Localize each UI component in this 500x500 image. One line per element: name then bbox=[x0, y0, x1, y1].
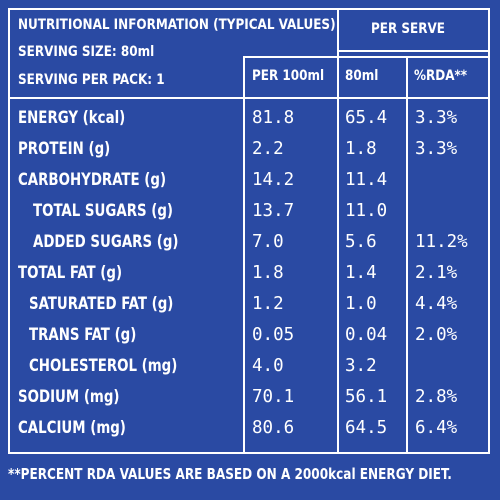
value-per-100ml: 0.05 bbox=[252, 325, 295, 345]
value-per-100ml: 1.8 bbox=[252, 263, 284, 283]
value-rda: 6.4% bbox=[415, 418, 458, 438]
column-header-80ml: 80ml bbox=[345, 68, 379, 84]
divider-col-per-serve bbox=[337, 8, 339, 454]
value-per-serve: 3.2 bbox=[345, 356, 377, 376]
value-per-100ml: 80.6 bbox=[252, 418, 295, 438]
table-title: NUTRITIONAL INFORMATION (TYPICAL VALUES) bbox=[18, 17, 336, 33]
nutrient-label: PROTEIN (g) bbox=[18, 139, 111, 158]
value-per-serve: 11.0 bbox=[345, 201, 388, 221]
value-per-100ml: 1.2 bbox=[252, 294, 284, 314]
value-rda: 2.1% bbox=[415, 263, 458, 283]
value-per-100ml: 13.7 bbox=[252, 201, 295, 221]
value-per-100ml: 7.0 bbox=[252, 232, 284, 252]
value-rda: 2.0% bbox=[415, 325, 458, 345]
column-header-per-100ml: PER 100ml bbox=[252, 68, 325, 84]
value-per-serve: 5.6 bbox=[345, 232, 377, 252]
nutrient-label: ENERGY (kcal) bbox=[18, 108, 126, 127]
nutrition-table bbox=[8, 8, 490, 454]
nutrient-label: TOTAL FAT (g) bbox=[18, 263, 123, 282]
nutrient-label: SATURATED FAT (g) bbox=[29, 294, 174, 313]
nutrient-label: CHOLESTEROL (mg) bbox=[29, 356, 178, 375]
divider-col-label bbox=[243, 56, 245, 454]
value-per-100ml: 81.8 bbox=[252, 108, 295, 128]
column-header-rda: %RDA** bbox=[414, 68, 468, 84]
rda-footnote: **PERCENT RDA VALUES ARE BASED ON A 2000… bbox=[8, 465, 452, 483]
value-per-serve: 0.04 bbox=[345, 325, 388, 345]
value-per-serve: 65.4 bbox=[345, 108, 388, 128]
value-rda: 3.3% bbox=[415, 139, 458, 159]
value-per-serve: 56.1 bbox=[345, 387, 388, 407]
serving-size: SERVING SIZE: 80ml bbox=[18, 44, 155, 60]
value-per-100ml: 14.2 bbox=[252, 170, 295, 190]
value-per-serve: 1.0 bbox=[345, 294, 377, 314]
value-rda: 2.8% bbox=[415, 387, 458, 407]
value-rda: 3.3% bbox=[415, 108, 458, 128]
divider-per-serve bbox=[337, 50, 490, 52]
value-per-serve: 64.5 bbox=[345, 418, 388, 438]
value-rda: 4.4% bbox=[415, 294, 458, 314]
nutrient-label: SODIUM (mg) bbox=[18, 387, 120, 406]
value-rda: 11.2% bbox=[415, 232, 468, 252]
value-per-100ml: 4.0 bbox=[252, 356, 284, 376]
nutrient-label: TRANS FAT (g) bbox=[29, 325, 137, 344]
value-per-serve: 1.8 bbox=[345, 139, 377, 159]
divider-header-bottom bbox=[8, 97, 490, 99]
nutrient-label: CALCIUM (mg) bbox=[18, 418, 126, 437]
per-serve-heading: PER SERVE bbox=[371, 21, 446, 37]
nutrient-label: CARBOHYDRATE (g) bbox=[18, 170, 167, 189]
value-per-serve: 11.4 bbox=[345, 170, 388, 190]
nutrient-label: TOTAL SUGARS (g) bbox=[33, 201, 174, 220]
serving-per-pack: SERVING PER PACK: 1 bbox=[18, 72, 165, 88]
divider-col-rda bbox=[406, 56, 408, 454]
value-per-100ml: 2.2 bbox=[252, 139, 284, 159]
value-per-serve: 1.4 bbox=[345, 263, 377, 283]
divider-header-top bbox=[243, 56, 490, 58]
nutrient-label: ADDED SUGARS (g) bbox=[33, 232, 179, 251]
value-per-100ml: 70.1 bbox=[252, 387, 295, 407]
